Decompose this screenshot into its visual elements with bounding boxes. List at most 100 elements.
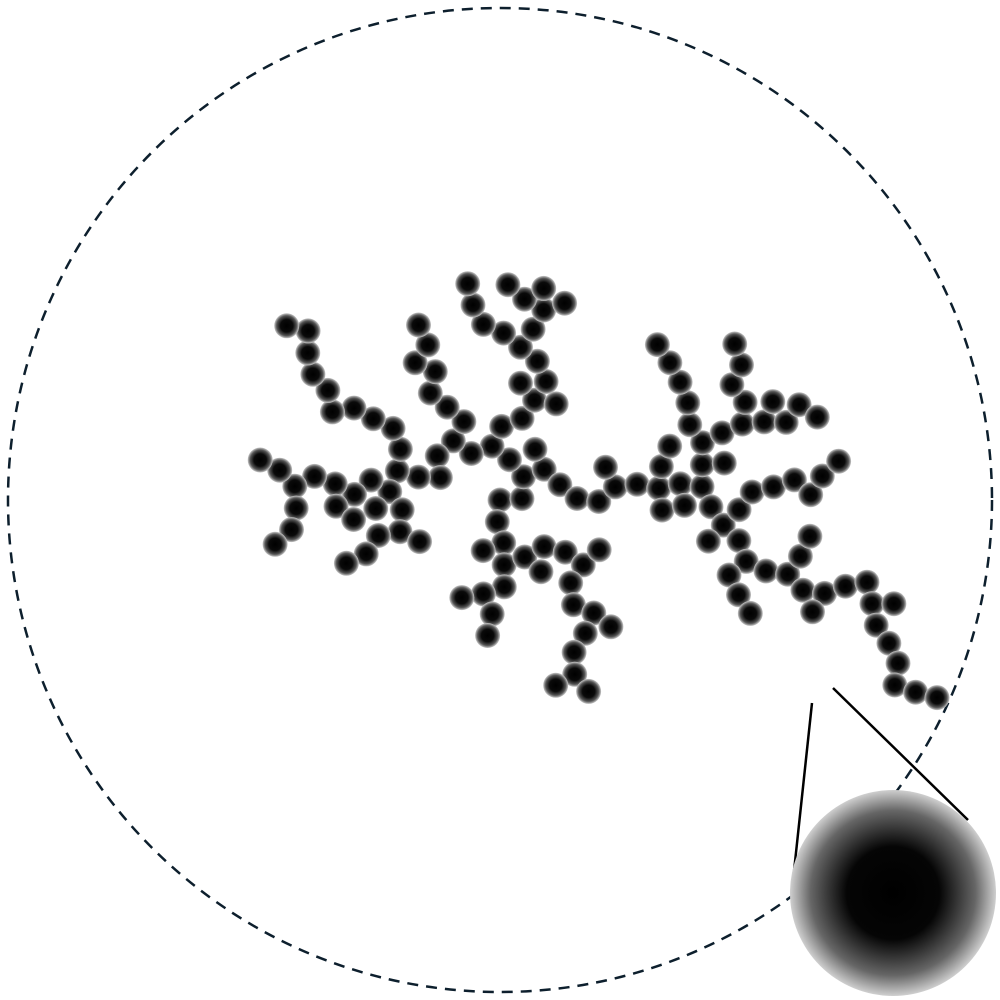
particle — [389, 497, 415, 523]
particle — [644, 332, 670, 358]
particle — [360, 406, 386, 432]
particle — [648, 454, 674, 479]
particle — [586, 489, 612, 514]
particle — [689, 452, 715, 478]
particle — [484, 509, 510, 535]
particle — [737, 600, 763, 626]
particle — [832, 573, 858, 599]
particle — [804, 404, 830, 430]
particle — [787, 543, 813, 569]
particle — [882, 672, 908, 698]
particle — [406, 312, 431, 338]
particle — [726, 528, 752, 554]
particle — [470, 538, 496, 564]
particle — [876, 630, 902, 656]
particle — [593, 454, 618, 480]
particle — [319, 399, 345, 425]
particle — [295, 318, 321, 344]
particle — [377, 479, 403, 505]
particle — [522, 436, 548, 462]
particle — [491, 574, 517, 600]
particle — [675, 390, 701, 416]
particle — [812, 580, 838, 606]
particle — [387, 436, 413, 462]
particle — [512, 544, 538, 570]
particle — [726, 582, 751, 608]
particle — [417, 380, 443, 406]
particle — [826, 448, 852, 474]
particle — [497, 447, 522, 473]
particle — [564, 486, 590, 511]
particle — [602, 474, 628, 500]
particle — [479, 601, 505, 627]
particle — [562, 661, 588, 687]
particle — [512, 286, 537, 312]
particle — [363, 496, 389, 521]
particle — [570, 552, 596, 578]
particle — [508, 370, 533, 396]
zoomed-particle — [790, 790, 996, 996]
particle — [732, 389, 758, 415]
particle — [489, 413, 515, 439]
particle — [322, 471, 348, 497]
particle — [709, 420, 735, 446]
particle — [341, 395, 367, 421]
particle — [760, 389, 786, 415]
particle — [689, 474, 715, 500]
particle — [341, 507, 367, 532]
particle — [657, 350, 683, 376]
boundary-circle — [6, 6, 994, 994]
particle — [333, 550, 359, 576]
particle — [475, 623, 501, 648]
particle — [716, 562, 742, 588]
particle — [677, 412, 703, 438]
particle — [300, 361, 326, 387]
particle — [353, 541, 379, 567]
particle — [572, 620, 598, 646]
particle — [509, 486, 535, 512]
particle — [786, 392, 812, 418]
particle — [262, 531, 288, 557]
particle — [427, 465, 453, 491]
particle — [552, 290, 578, 316]
particle — [365, 523, 391, 548]
particle — [657, 433, 683, 459]
particle — [924, 685, 950, 711]
particle — [509, 405, 535, 431]
particle — [690, 430, 715, 456]
particle — [440, 428, 466, 454]
particle — [711, 450, 737, 476]
particle — [552, 539, 578, 565]
particle — [487, 487, 513, 513]
particle — [586, 537, 612, 563]
particle — [358, 467, 384, 493]
particle — [809, 463, 835, 489]
particle — [751, 409, 777, 435]
particle — [323, 493, 349, 519]
particle — [624, 471, 650, 497]
particle — [424, 443, 450, 469]
particle — [698, 494, 724, 520]
particle — [387, 519, 413, 545]
particle — [581, 600, 607, 626]
particle — [739, 479, 765, 505]
particle — [710, 512, 736, 538]
particle — [531, 534, 557, 560]
particle — [407, 529, 433, 555]
particle — [283, 495, 309, 521]
particle — [773, 409, 799, 435]
particle — [531, 297, 557, 323]
particle — [295, 340, 321, 366]
particle — [511, 464, 536, 490]
particle — [646, 475, 672, 501]
particle — [797, 523, 823, 549]
particle — [491, 530, 517, 556]
particle — [885, 650, 911, 676]
particle — [649, 497, 675, 523]
particle-cluster — [247, 271, 950, 711]
particle — [722, 331, 748, 357]
particle — [729, 352, 754, 378]
particle — [543, 672, 569, 698]
